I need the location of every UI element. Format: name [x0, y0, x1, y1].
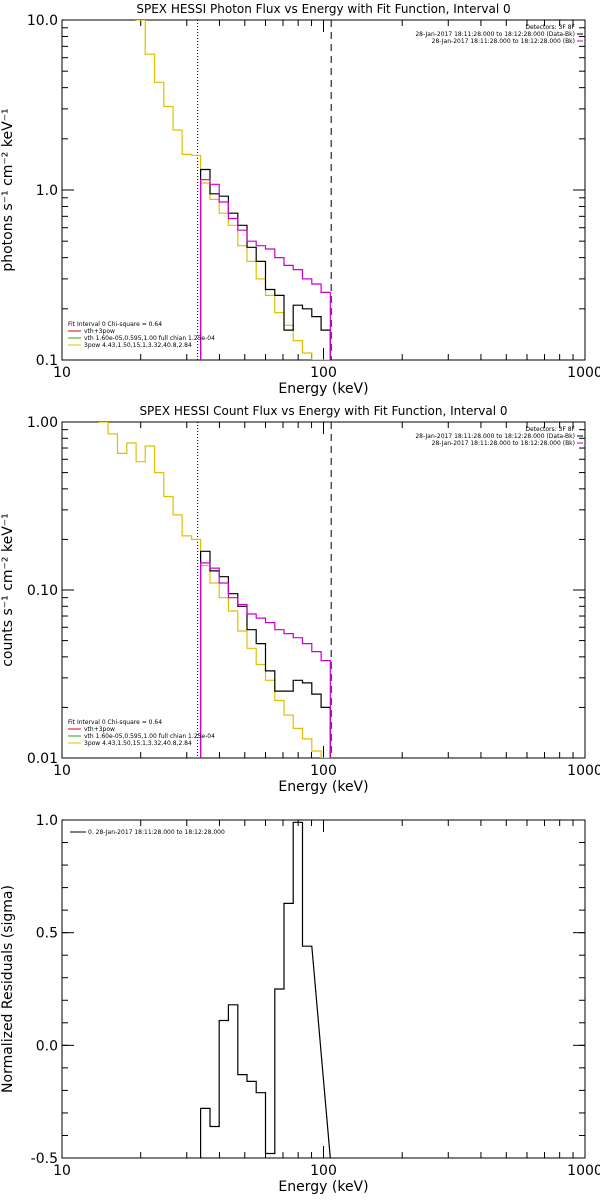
header-line-0: Detectors: 3F 8F	[525, 426, 575, 433]
fit-text-0: Fit Interval 0 Chi-square = 0.64	[68, 321, 162, 328]
x-tick-label: 10	[53, 365, 71, 381]
photon-flux-panel: 10 100 1000 10.0 1.0 0.1 SPEX HESSI Photon Flu…	[0, 2, 600, 397]
y-tick-label: 0.0	[36, 1038, 58, 1054]
chart-title: SPEX HESSI Count Flux vs Energy with Fit…	[139, 404, 507, 418]
header-line-1: 28-Jan-2017 18:11:28.000 to 18:12:28.000…	[415, 31, 575, 38]
y-axis-label: counts s⁻¹ cm⁻² keV⁻¹	[0, 513, 16, 667]
x-tick-label: 100	[310, 763, 337, 779]
series-0-line	[200, 821, 331, 1158]
plot-frame	[61, 19, 586, 361]
series-2-line	[200, 179, 331, 360]
y-tick-label: 1.0	[36, 183, 58, 199]
legend-label: 0. 28-Jan-2017 18:11:28.000 to 18:12:28.…	[88, 829, 225, 836]
header-line-1: 28-Jan-2017 18:11:28.000 to 18:12:28.000…	[415, 433, 575, 440]
y-tick-label: 0.10	[27, 583, 58, 599]
fit-text-2: vth 1.60e-05,0.595,1.00 full chian 1.25e…	[84, 335, 215, 342]
x-axis-label: Energy (keV)	[278, 779, 368, 795]
y-tick-label: 1.0	[36, 813, 58, 829]
header-line-2: 28-Jan-2017 18:11:28.000 to 18:12:28.000…	[432, 440, 575, 447]
x-tick-label: 1000	[567, 365, 600, 381]
x-axis-label: Energy (keV)	[278, 1179, 368, 1195]
y-axis-label: photons s⁻¹ cm⁻² keV⁻¹	[0, 108, 16, 271]
x-tick-label: 1000	[567, 1163, 600, 1179]
y-tick-label: 0.1	[36, 353, 58, 369]
x-tick-label: 10	[53, 763, 71, 779]
series-0-line	[98, 422, 331, 758]
count-flux-panel: 10 100 1000 1.00 0.10 0.01 SPEX HESSI Count Fl…	[0, 404, 600, 795]
series-0-line	[135, 20, 331, 360]
x-tick-label: 100	[310, 1163, 337, 1179]
y-tick-label: -0.5	[31, 1151, 58, 1167]
x-tick-label: 10	[53, 1163, 71, 1179]
y-tick-label: 0.5	[36, 926, 58, 942]
residuals-panel: 10 100 1000 1.0 0.5 0.0 -0.5 Energy (keV) Normal…	[0, 813, 600, 1195]
fit-text-3: 3pow 4.43,1.50,15.1,3.32,40.8,2.84	[84, 740, 192, 747]
x-tick-label: 1000	[567, 763, 600, 779]
fit-text-1: vth+3pow	[84, 328, 115, 335]
y-tick-label: 0.01	[27, 751, 58, 767]
y-tick-label: 10.0	[27, 13, 58, 29]
header-line-2: 28-Jan-2017 18:11:28.000 to 18:12:28.000…	[432, 38, 575, 45]
fit-text-2: vth 1.60e-05,0.595,1.00 full chian 1.25e…	[84, 733, 215, 740]
series-1-line	[200, 550, 331, 758]
series-1-line	[200, 168, 331, 360]
fit-text-1: vth+3pow	[84, 726, 115, 733]
x-axis-label: Energy (keV)	[278, 381, 368, 397]
y-tick-label: 1.00	[27, 415, 58, 431]
header-line-0: Detectors: 3F 8F	[525, 24, 575, 31]
series-2-line	[200, 562, 331, 758]
plot-area	[135, 20, 331, 360]
plot-area	[200, 821, 331, 1158]
plot-frame	[61, 819, 586, 1159]
plot-area	[98, 422, 331, 758]
fit-text-0: Fit Interval 0 Chi-square = 0.64	[68, 719, 162, 726]
fit-text-3: 3pow 4.43,1.50,15.1,3.32,40.8,2.84	[84, 342, 192, 349]
chart-title: SPEX HESSI Photon Flux vs Energy with Fi…	[136, 2, 510, 16]
y-axis-label: Normalized Residuals (sigma)	[0, 885, 16, 1093]
x-tick-label: 100	[310, 365, 337, 381]
